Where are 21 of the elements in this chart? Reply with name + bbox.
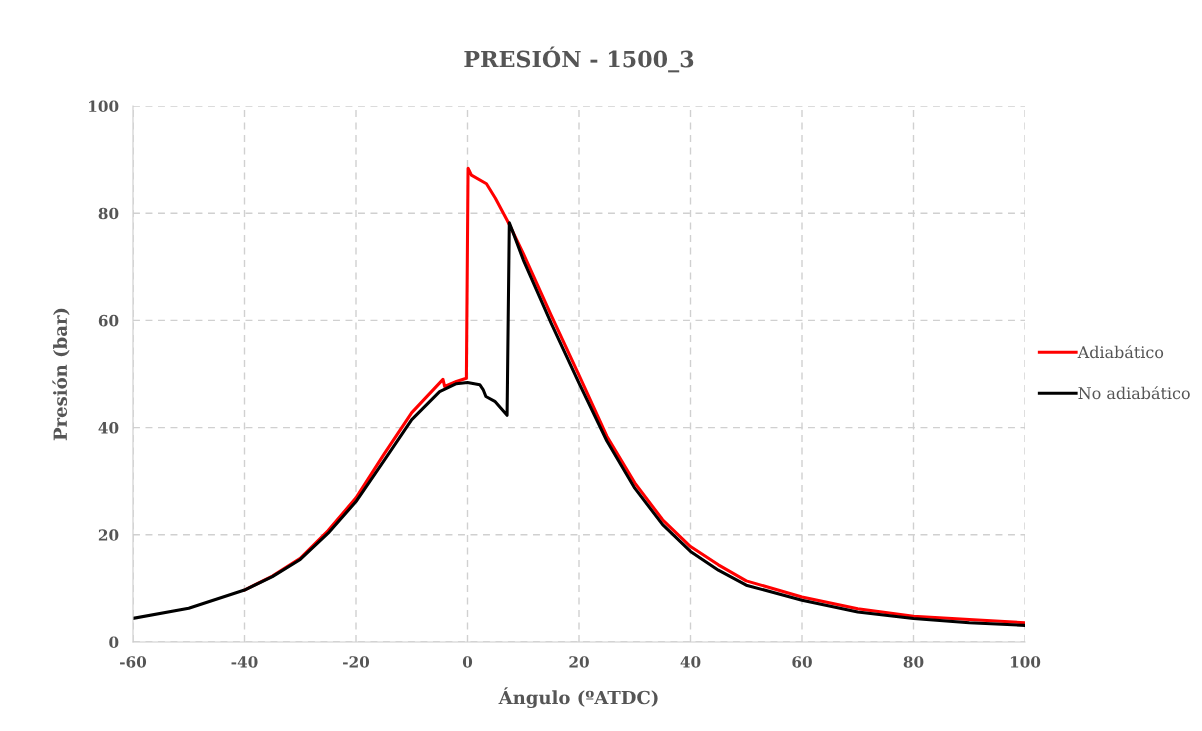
x-tick-label: 80 <box>903 656 924 668</box>
y-tick-label: 60 <box>98 314 119 327</box>
x-tick-label: 20 <box>569 656 589 668</box>
x-tick-label: -40 <box>231 656 258 668</box>
legend-label: No adiabático <box>1078 386 1190 400</box>
y-tick-label: 40 <box>98 422 119 434</box>
y-axis-title: Presión (bar) <box>52 308 70 441</box>
x-tick-label: 100 <box>1010 656 1041 668</box>
chart-title: PRESIÓN - 1500_3 <box>464 46 694 73</box>
y-tick-label: 80 <box>98 207 119 220</box>
x-tick-label: 60 <box>792 656 812 668</box>
x-tick-label: -60 <box>120 656 147 668</box>
x-axis-title: Ángulo (ºATDC) <box>498 687 658 709</box>
line-series <box>133 221 1025 627</box>
y-tick-label: 0 <box>109 636 119 649</box>
y-tick-label: 100 <box>89 100 119 113</box>
x-tick-label: 0 <box>462 656 473 668</box>
x-tick-label: -20 <box>343 656 370 668</box>
x-tick-label: 40 <box>680 656 701 668</box>
y-tick-label: 20 <box>98 529 119 541</box>
legend-label: Adiabático <box>1077 345 1164 359</box>
